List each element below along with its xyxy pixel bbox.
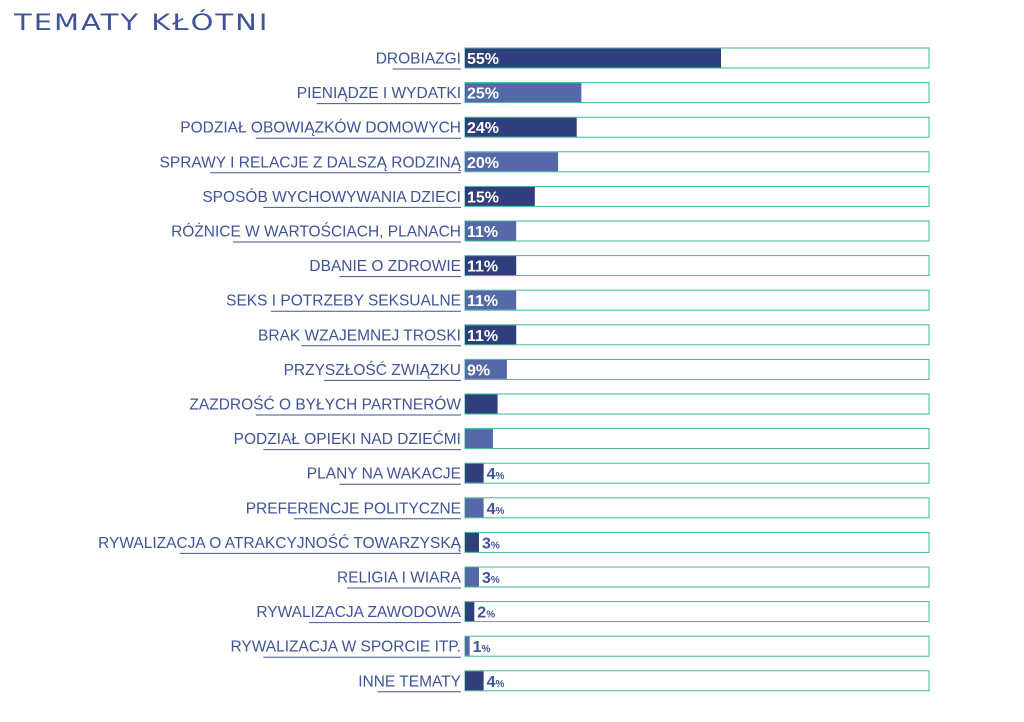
value-label: 6% — [496, 432, 519, 449]
category-label: PLANY NA WAKACJE — [307, 466, 461, 483]
value-label: 11% — [467, 224, 498, 241]
value-label: 3% — [482, 570, 500, 587]
category-label: SPOSÓB WYCHOWYWANIA DZIECI — [202, 189, 461, 206]
bar — [465, 394, 498, 414]
category-label: RELIGIA I WIARA — [337, 570, 462, 587]
bar-row: ZAZDROŚĆ O BYŁYCH PARTNERÓW 7% — [189, 393, 930, 416]
category-label: PREFERENCJE POLITYCZNE — [246, 500, 461, 517]
category-label: RYWALIZACJA ZAWODOWA — [256, 604, 461, 621]
bar — [465, 602, 475, 622]
bar — [465, 117, 577, 137]
value-label: 20% — [467, 155, 499, 172]
bar-row: RELIGIA I WIARA 3% — [337, 566, 930, 589]
bar-row: PODZIAŁ OBOWIĄZKÓW DOMOWYCH 24% — [180, 116, 930, 139]
bar-row: SEKS I POTRZEBY SEKSUALNE 11% — [226, 289, 930, 312]
bar-track — [464, 635, 930, 657]
bar-track — [464, 393, 930, 415]
bar-track — [464, 428, 930, 450]
bar-row: RYWALIZACJA O ATRAKCYJNOŚĆ TOWARZYSKĄ 3% — [98, 531, 930, 554]
bar-row: RÓŻNICE W WARTOŚCIACH, PLANACH 11% — [171, 220, 930, 243]
bar-row: PLANY NA WAKACJE 4% — [307, 462, 930, 485]
category-label: DBANIE O ZDROWIE — [309, 258, 461, 275]
category-label: RYWALIZACJA O ATRAKCYJNOŚĆ TOWARZYSKĄ — [98, 534, 462, 552]
bar — [465, 567, 479, 587]
value-label: 2% — [477, 605, 495, 622]
value-label: 3% — [482, 535, 500, 552]
value-label: 24% — [467, 120, 499, 137]
bar-row: RYWALIZACJA ZAWODOWA 2% — [256, 601, 930, 624]
category-label: PRZYSZŁOŚĆ ZWIĄZKU — [284, 361, 461, 379]
category-label: SEKS I POTRZEBY SEKSUALNE — [226, 293, 461, 310]
category-label: SPRAWY I RELACJE Z DALSZĄ RODZINĄ — [160, 154, 462, 171]
category-label: PIENIĄDZE I WYDATKI — [297, 85, 461, 102]
bar — [465, 48, 721, 68]
bar-row: PODZIAŁ OPIEKI NAD DZIEĆMI 6% — [234, 428, 930, 451]
bar-row: DBANIE O ZDROWIE 11% — [309, 255, 930, 278]
bar-track — [464, 531, 930, 553]
bar-track — [464, 289, 930, 311]
bar-track — [464, 462, 930, 484]
bar — [465, 463, 484, 483]
bar-track — [464, 358, 930, 380]
category-label: DROBIAZGI — [376, 51, 461, 68]
value-label: 25% — [467, 86, 499, 103]
bar — [465, 83, 582, 103]
bar-track — [464, 255, 930, 277]
bar-track — [464, 497, 930, 519]
bar-track — [464, 220, 930, 242]
category-label: ZAZDROŚĆ O BYŁYCH PARTNERÓW — [189, 396, 461, 414]
bar-row: BRAK WZAJEMNEJ TROSKI 11% — [258, 324, 930, 347]
value-label: 11% — [467, 259, 498, 276]
bar — [465, 359, 507, 379]
value-label: 15% — [467, 189, 499, 206]
chart-title: Tematy kłótni — [14, 9, 270, 36]
value-label: 11% — [467, 293, 498, 310]
bar-row: SPRAWY I RELACJE Z DALSZĄ RODZINĄ 20% — [160, 151, 930, 174]
bar — [465, 429, 493, 449]
bar-row: DROBIAZGI 55% — [376, 47, 930, 70]
category-label: PODZIAŁ OBOWIĄZKÓW DOMOWYCH — [180, 120, 461, 137]
bar — [465, 221, 517, 241]
bar-track — [464, 324, 930, 346]
bar-row: PIENIĄDZE I WYDATKI 25% — [297, 82, 930, 105]
bar-row: PREFERENCJE POLITYCZNE 4% — [246, 497, 930, 520]
bar — [465, 152, 559, 172]
value-label: 11% — [467, 328, 498, 345]
bar-row: SPOSÓB WYCHOWYWANIA DZIECI 15% — [202, 185, 930, 208]
category-label: BRAK WZAJEMNEJ TROSKI — [258, 327, 461, 344]
bar — [465, 671, 484, 691]
bar — [465, 636, 470, 656]
value-label: 9% — [467, 362, 490, 379]
bar — [465, 256, 517, 276]
value-label: 55% — [467, 51, 499, 68]
bar-row: PRZYSZŁOŚĆ ZWIĄZKU 9% — [284, 358, 930, 381]
bar — [465, 290, 517, 310]
bar-row: INNE TEMATY 4% — [358, 670, 930, 693]
value-label: 1% — [473, 639, 491, 656]
category-label: RÓŻNICE W WARTOŚCIACH, PLANACH — [171, 223, 461, 241]
category-label: PODZIAŁ OPIEKI NAD DZIEĆMI — [234, 431, 461, 448]
bar-track — [464, 566, 930, 588]
bar — [465, 532, 479, 552]
bar — [465, 325, 517, 345]
bar — [465, 186, 535, 206]
bar-row: RYWALIZACJA W SPORCIE ITP. 1% — [230, 635, 930, 658]
category-label: RYWALIZACJA W SPORCIE ITP. — [230, 639, 461, 656]
bar — [465, 498, 484, 518]
bar-track — [464, 670, 930, 692]
value-label: 4% — [487, 466, 505, 483]
value-label: 7% — [501, 397, 524, 414]
bar-track — [464, 601, 930, 623]
value-label: 4% — [487, 501, 505, 518]
category-label: INNE TEMATY — [358, 673, 461, 690]
value-label: 4% — [487, 674, 505, 691]
